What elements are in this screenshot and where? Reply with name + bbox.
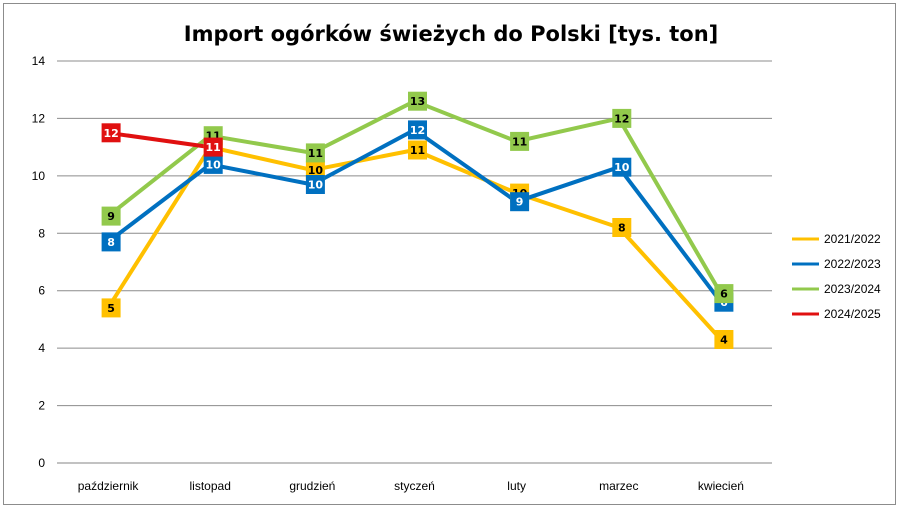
x-tick-label: październik: [78, 479, 140, 493]
data-label-box: [101, 298, 121, 318]
data-label: 5: [101, 298, 121, 318]
data-label-layer: 51110111084810101291069111113111261211: [101, 91, 734, 349]
x-tick-label: styczeń: [394, 479, 435, 493]
chart-title: Import ogórków świeżych do Polski [tys. …: [184, 22, 719, 46]
legend-label: 2024/2025: [824, 307, 881, 321]
data-label: 4: [714, 330, 734, 349]
y-tick-label: 0: [38, 456, 45, 470]
data-label-box: [203, 137, 223, 157]
data-label-box: [305, 143, 325, 163]
y-tick-label: 8: [38, 226, 45, 240]
data-label: 10: [612, 157, 632, 177]
data-label: 12: [408, 120, 427, 140]
data-label-text: 9: [516, 196, 524, 209]
data-label-box: [612, 108, 632, 128]
data-label-text: 11: [512, 135, 527, 148]
data-label-box: [612, 157, 632, 177]
data-label-text: 10: [206, 158, 222, 171]
data-label-text: 13: [410, 95, 425, 108]
data-label-box: [510, 192, 530, 212]
data-label: 12: [612, 108, 632, 128]
data-label: 11: [203, 137, 223, 157]
chart-frame: Import ogórków świeżych do Polski [tys. …: [3, 3, 896, 505]
data-label-box: [101, 206, 121, 226]
legend: 2021/2022 2022/2023 2023/2024 2024/2025: [792, 232, 881, 321]
data-label-box: [305, 160, 325, 180]
data-label-box: [714, 330, 734, 349]
line-chart: Import ogórków świeżych do Polski [tys. …: [32, 22, 881, 493]
x-tick-label: kwiecień: [698, 479, 744, 493]
legend-label: 2022/2023: [824, 257, 881, 271]
grid-layer: [57, 60, 772, 464]
data-label-box: [203, 154, 223, 174]
x-tick-label: listopad: [190, 479, 231, 493]
y-tick-label: 10: [32, 169, 46, 183]
data-label-text: 8: [618, 222, 626, 235]
data-label-text: 8: [107, 236, 115, 249]
legend-entry: 2022/2023: [792, 257, 881, 271]
data-label: 9: [510, 192, 530, 212]
x-tick-label: grudzień: [289, 479, 335, 493]
data-label-box: [408, 91, 427, 111]
data-label: 12: [101, 123, 121, 143]
data-label-text: 10: [614, 161, 630, 174]
data-label: 10: [305, 175, 325, 194]
y-tick-label: 12: [32, 111, 46, 125]
data-label-text: 11: [206, 141, 221, 154]
y-tick-label: 14: [32, 54, 46, 68]
data-label-box: [101, 232, 121, 252]
axis-layer: 0 2 4 6 8 10 12 14 październik listopad grudzień st…: [32, 54, 744, 493]
data-label: 8: [101, 232, 121, 252]
data-label: 11: [305, 143, 325, 163]
data-label-text: 9: [107, 210, 115, 223]
data-label-box: [101, 123, 121, 143]
data-label-box: [408, 140, 427, 160]
data-label-box: [714, 284, 734, 304]
data-label-box: [510, 131, 530, 151]
data-label-text: 10: [308, 164, 324, 177]
data-label-box: [612, 218, 632, 237]
data-label-text: 11: [410, 144, 425, 157]
y-tick-label: 6: [38, 284, 45, 298]
data-label: 6: [714, 284, 734, 304]
y-tick-label: 4: [38, 341, 45, 355]
x-tick-label: luty: [507, 479, 526, 493]
data-label-text: 12: [410, 124, 425, 137]
legend-label: 2023/2024: [824, 282, 881, 296]
data-label: 9: [101, 206, 121, 226]
data-label-box: [305, 175, 325, 194]
data-label-text: 5: [107, 302, 115, 315]
data-label-text: 6: [720, 288, 728, 301]
data-label-text: 4: [720, 334, 728, 347]
y-tick-label: 2: [38, 399, 45, 413]
legend-entry: 2023/2024: [792, 282, 881, 296]
x-tick-label: marzec: [599, 479, 638, 493]
data-label: 11: [408, 140, 427, 160]
data-label-text: 12: [614, 112, 629, 125]
series-line: [106, 130, 213, 150]
legend-label: 2021/2022: [824, 232, 881, 246]
data-label-box: [408, 120, 427, 140]
data-label-text: 12: [103, 127, 118, 140]
data-label: 11: [510, 131, 530, 151]
data-label: 13: [408, 91, 427, 111]
data-label-text: 10: [308, 179, 324, 192]
data-label-text: 11: [308, 147, 323, 160]
legend-entry: 2021/2022: [792, 232, 881, 246]
data-label: 10: [305, 160, 325, 180]
legend-entry: 2024/2025: [792, 307, 881, 321]
data-label: 8: [612, 218, 632, 237]
data-label: 10: [203, 154, 223, 174]
